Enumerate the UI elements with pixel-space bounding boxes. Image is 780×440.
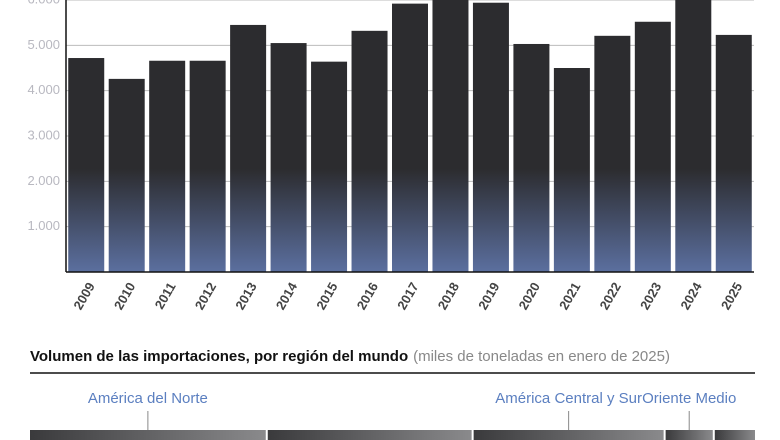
bar — [270, 43, 307, 272]
x-tick-label: 2020 — [516, 280, 543, 313]
x-tick-label: 2018 — [435, 280, 462, 313]
bar — [472, 2, 509, 272]
bar — [351, 30, 388, 273]
y-tick-label: 2.000 — [27, 173, 60, 188]
region-label: América del Norte — [88, 390, 208, 407]
x-tick-label: 2021 — [556, 280, 583, 313]
x-tick-label: 2024 — [677, 279, 705, 312]
segment — [30, 430, 266, 440]
segment — [665, 430, 713, 440]
y-tick-label: 3.000 — [27, 127, 60, 142]
x-tick-label: 2013 — [232, 280, 259, 313]
bar — [392, 3, 428, 272]
x-tick-label: 2015 — [313, 280, 340, 313]
bar — [311, 61, 348, 272]
segment — [473, 430, 664, 440]
bar — [594, 35, 631, 273]
y-tick-label: 4.000 — [27, 82, 60, 97]
x-tick-label: 2016 — [354, 280, 381, 313]
y-tick-label: 1.000 — [27, 218, 60, 233]
x-tick-label: 2022 — [596, 280, 623, 313]
x-tick-label: 2011 — [152, 280, 179, 312]
x-tick-label: 2012 — [192, 280, 219, 313]
y-tick-label: 6.000 — [27, 0, 60, 6]
bar — [432, 0, 469, 272]
bar — [149, 60, 186, 272]
section-title: Volumen de las importaciones, por región… — [30, 348, 670, 365]
region-label: Oriente Medio — [642, 390, 736, 407]
title: Volumen de las importaciones, por región… — [30, 348, 408, 365]
bar — [553, 68, 590, 272]
x-tick-label: 2010 — [111, 280, 138, 313]
bar — [230, 24, 267, 272]
x-tick-label: 2019 — [475, 280, 502, 313]
x-tick-label: 2014 — [273, 279, 301, 312]
bar — [715, 34, 752, 273]
x-tick-label: 2009 — [70, 280, 97, 313]
y-tick-label: 5.000 — [27, 37, 60, 52]
bar — [68, 58, 105, 272]
bar — [108, 78, 145, 272]
region-label: América Central y Sur — [495, 390, 642, 407]
subtitle: (miles de toneladas en enero de 2025) — [413, 348, 670, 365]
x-tick-label: 2017 — [394, 280, 421, 313]
bar — [675, 0, 712, 272]
segment — [267, 430, 472, 440]
x-tick-label: 2025 — [718, 280, 745, 313]
bar — [634, 21, 671, 273]
x-tick-label: 2023 — [637, 280, 664, 313]
bar — [513, 43, 550, 273]
bar — [189, 60, 226, 272]
segment — [714, 430, 755, 440]
